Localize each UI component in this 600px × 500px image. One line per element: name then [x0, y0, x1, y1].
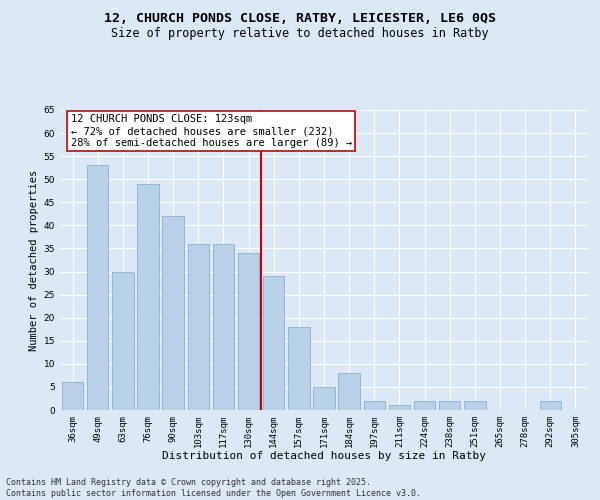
Bar [238, 253, 259, 410]
Bar [338, 373, 360, 410]
Text: 12 CHURCH PONDS CLOSE: 123sqm
← 72% of detached houses are smaller (232)
28% of : 12 CHURCH PONDS CLOSE: 123sqm ← 72% of d… [71, 114, 352, 148]
Bar [213, 244, 234, 410]
Bar [539, 401, 561, 410]
Bar [364, 401, 385, 410]
Bar [288, 327, 310, 410]
Bar [263, 276, 284, 410]
Bar [188, 244, 209, 410]
Bar [87, 166, 109, 410]
Bar [112, 272, 134, 410]
Bar [313, 387, 335, 410]
Y-axis label: Number of detached properties: Number of detached properties [29, 170, 40, 350]
X-axis label: Distribution of detached houses by size in Ratby: Distribution of detached houses by size … [162, 452, 486, 462]
Bar [439, 401, 460, 410]
Bar [163, 216, 184, 410]
Text: Contains HM Land Registry data © Crown copyright and database right 2025.
Contai: Contains HM Land Registry data © Crown c… [6, 478, 421, 498]
Text: Size of property relative to detached houses in Ratby: Size of property relative to detached ho… [111, 28, 489, 40]
Text: 12, CHURCH PONDS CLOSE, RATBY, LEICESTER, LE6 0QS: 12, CHURCH PONDS CLOSE, RATBY, LEICESTER… [104, 12, 496, 26]
Bar [137, 184, 158, 410]
Bar [389, 406, 410, 410]
Bar [414, 401, 435, 410]
Bar [464, 401, 485, 410]
Bar [62, 382, 83, 410]
